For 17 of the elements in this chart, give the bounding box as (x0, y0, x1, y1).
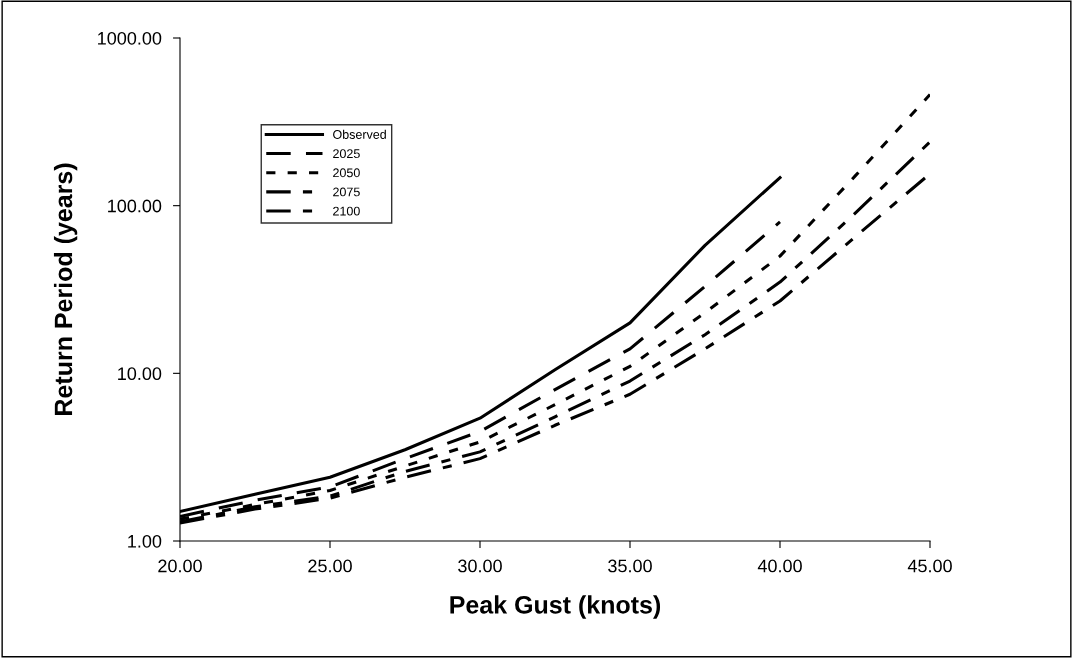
x-tick-label: 40.00 (757, 559, 802, 573)
y-tick-label: 1.00 (128, 534, 162, 548)
legend-label: Observed (333, 129, 386, 139)
x-tick-label: 20.00 (158, 559, 202, 573)
x-tick-label: 35.00 (608, 559, 652, 573)
x-tick-label: 45.00 (907, 559, 952, 573)
y-tick-label: 10.00 (118, 367, 162, 381)
legend-label: 2050 (333, 168, 360, 178)
y-tick-label: 1000.00 (98, 31, 162, 45)
x-tick-label: 30.00 (458, 559, 502, 573)
y-tick-label: 100.00 (108, 199, 162, 213)
x-tick-label: 25.00 (308, 559, 352, 573)
legend-label: 2025 (333, 149, 360, 159)
legend-label: 2075 (333, 187, 360, 197)
legend-label: 2100 (333, 206, 360, 216)
x-axis-title: Peak Gust (knots) (450, 595, 661, 619)
y-axis-title: Return Period (years) (53, 163, 78, 415)
